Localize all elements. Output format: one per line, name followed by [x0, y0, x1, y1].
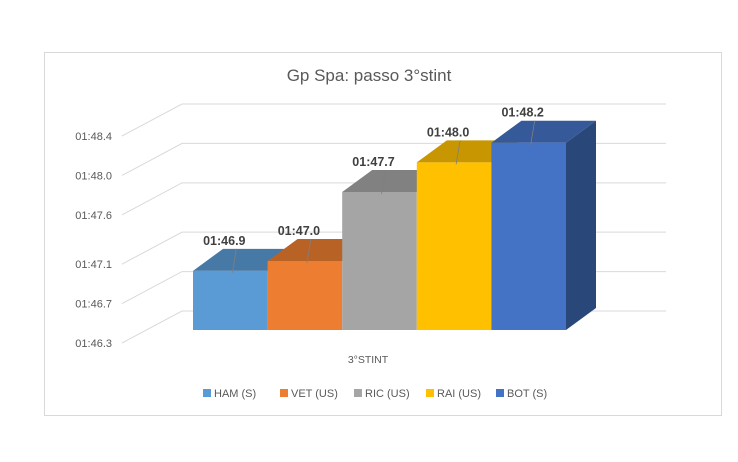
data-label-leader: [231, 248, 237, 273]
data-label: 01:47.7: [352, 155, 394, 169]
data-label: 01:48.2: [501, 106, 543, 120]
legend-swatch: [203, 389, 211, 397]
legend-swatch: [354, 389, 362, 397]
data-label: 01:47.0: [278, 224, 320, 238]
bar-side: [566, 120, 596, 330]
y-tick-label: 01:48.4: [75, 131, 112, 143]
x-category-label: 3°STINT: [348, 354, 389, 366]
bar: [416, 162, 492, 330]
chart-title: Gp Spa: passo 3°stint: [287, 66, 452, 85]
y-tick-label: 01:48.0: [75, 170, 112, 182]
y-tick-label: 01:47.6: [75, 210, 112, 222]
y-tick-label: 01:46.3: [75, 338, 112, 350]
gridline: [121, 103, 666, 137]
legend-label: HAM (S): [214, 388, 256, 400]
legend-swatch: [280, 389, 288, 397]
bar: [491, 142, 566, 330]
y-tick-label: 01:47.1: [75, 259, 112, 271]
data-label: 01:46.9: [203, 234, 245, 248]
legend-label: BOT (S): [507, 388, 547, 400]
legend-label: VET (US): [291, 388, 338, 400]
bar: [193, 270, 268, 330]
legend-swatch: [426, 389, 434, 397]
bar: [342, 192, 417, 330]
data-label: 01:48.0: [427, 125, 469, 139]
y-tick-label: 01:46.7: [75, 299, 112, 311]
bar: [267, 261, 343, 330]
data-label-leader: [381, 169, 386, 195]
data-label-leader: [530, 120, 536, 145]
legend-label: RIC (US): [365, 388, 410, 400]
data-label-leader: [455, 140, 461, 165]
legend-label: RAI (US): [437, 388, 481, 400]
legend-swatch: [496, 389, 504, 397]
data-label-leader: [306, 238, 312, 264]
bar-top: [491, 120, 596, 143]
